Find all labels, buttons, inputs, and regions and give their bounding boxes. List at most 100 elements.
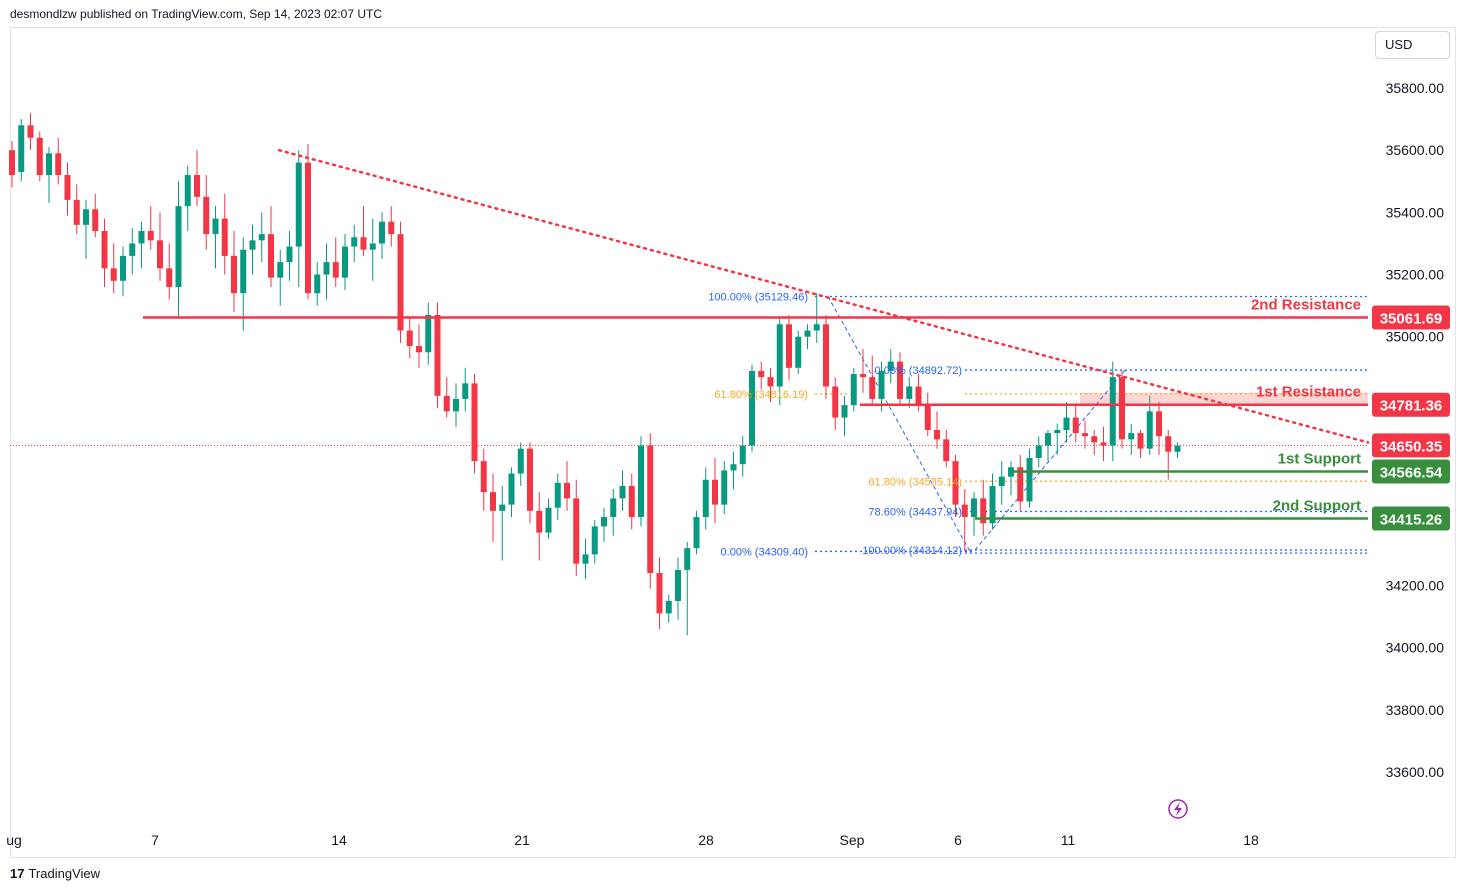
- candle-body: [804, 330, 811, 337]
- candle-body: [989, 485, 996, 524]
- candle-body: [591, 526, 598, 555]
- candle-body: [203, 196, 210, 235]
- publish-header: desmondlzw published on TradingView.com,…: [10, 7, 383, 21]
- candle-body: [897, 361, 903, 399]
- candle-body: [693, 517, 700, 549]
- candle-body: [64, 175, 71, 200]
- candle-body: [268, 234, 274, 278]
- candle-body: [231, 255, 237, 294]
- price-badge: [1372, 305, 1450, 330]
- candle-body: [369, 243, 376, 250]
- fib-label: 100.00% (35129.46): [708, 291, 808, 303]
- candle-body: [388, 221, 395, 235]
- candle-body: [416, 346, 422, 353]
- candle-body: [92, 209, 99, 232]
- currency-selector[interactable]: USD: [1375, 31, 1450, 59]
- candle-body: [638, 445, 644, 518]
- candle-body: [952, 461, 959, 505]
- fib-label: 0.00% (34309.40): [721, 546, 808, 558]
- candle-body: [129, 243, 136, 256]
- candle-body: [628, 485, 635, 518]
- candle-body: [795, 336, 802, 368]
- fib-label: 61.80% (34816.19): [714, 389, 808, 401]
- candle-body: [998, 476, 1005, 486]
- candle-body: [1146, 411, 1153, 449]
- candle-body: [55, 153, 62, 176]
- lightning-icon: [1168, 799, 1188, 819]
- candle-body: [1072, 417, 1079, 434]
- candle-body: [147, 231, 154, 241]
- candle-body: [110, 268, 117, 281]
- candle-body: [277, 262, 284, 278]
- candle-body: [175, 206, 182, 287]
- y-tick-label: 33800.00: [1386, 702, 1445, 718]
- downtrend-line: [277, 148, 1370, 444]
- candle-body: [739, 445, 746, 465]
- x-tick-label: Sep: [840, 832, 865, 848]
- price-badge-text: 34781.36: [1380, 398, 1443, 415]
- resistance-level-label: 2nd Resistance: [1251, 297, 1361, 314]
- candle-body: [18, 125, 25, 172]
- candle-body: [1165, 436, 1172, 452]
- y-tick-label: 35800.00: [1386, 80, 1445, 96]
- candle-body: [610, 498, 617, 518]
- y-tick-label: 34000.00: [1386, 640, 1445, 656]
- lightning-bolt: [1174, 802, 1182, 816]
- candle-body: [767, 377, 774, 387]
- candle-body: [564, 482, 570, 499]
- candle-body: [425, 314, 432, 353]
- candle-body: [499, 504, 506, 511]
- candle-body: [702, 479, 709, 518]
- candle-body: [157, 240, 163, 269]
- candle-body: [138, 231, 145, 244]
- candle-body: [517, 448, 524, 474]
- candle-body: [1109, 377, 1116, 446]
- candle-body: [101, 231, 108, 269]
- candle-body: [406, 330, 413, 347]
- candle-body: [730, 464, 737, 471]
- chart-frame: [10, 27, 1456, 858]
- candle-body: [1091, 436, 1098, 443]
- candle-body: [1128, 433, 1135, 440]
- candle-body: [286, 246, 293, 263]
- y-tick-label: 35600.00: [1386, 142, 1445, 158]
- candle-body: [832, 386, 839, 418]
- candle-body: [462, 383, 469, 399]
- x-tick-label: 6: [954, 832, 962, 848]
- candle-body: [619, 485, 626, 499]
- candle-body: [860, 374, 866, 378]
- candle-body: [776, 324, 783, 387]
- fib-label: 0.00% (34892.72): [875, 365, 962, 377]
- candle-body: [527, 448, 533, 511]
- tradingview-brand[interactable]: TradingView: [28, 866, 101, 881]
- candle-body: [1054, 430, 1061, 434]
- candle-body: [675, 569, 681, 601]
- y-tick-label: 35400.00: [1386, 204, 1445, 220]
- candle-body: [850, 374, 857, 406]
- candle-body: [1119, 377, 1125, 440]
- y-tick-label: 34200.00: [1386, 577, 1445, 593]
- candle-body: [712, 479, 718, 505]
- candle-body: [656, 573, 663, 614]
- candle-body: [647, 445, 654, 574]
- current-price-badge-text: 34650.35: [1380, 438, 1443, 455]
- price-badge: [1372, 459, 1450, 484]
- candle-body: [120, 255, 126, 281]
- y-tick-label: 35200.00: [1386, 267, 1445, 283]
- candle-body: [83, 209, 89, 225]
- candle-body: [582, 554, 589, 564]
- candle-body: [1174, 445, 1181, 452]
- candle-body: [545, 507, 552, 533]
- candle-body: [443, 395, 450, 412]
- candle-body: [601, 517, 607, 527]
- candle-body: [379, 221, 385, 244]
- candle-body: [1063, 417, 1070, 430]
- candle-body: [684, 548, 691, 570]
- candle-body: [980, 498, 987, 524]
- candle-body: [342, 246, 348, 278]
- candle-body: [490, 492, 496, 511]
- tradingview-logo-icon: 17: [10, 866, 25, 881]
- candle-body: [878, 370, 885, 399]
- candle-body: [869, 377, 876, 399]
